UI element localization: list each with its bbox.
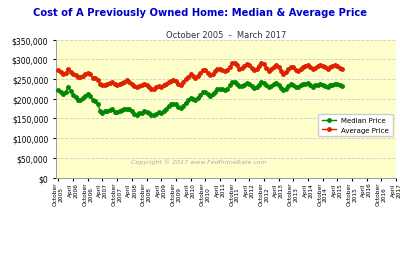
Text: Cost of A Previously Owned Home: Median & Average Price: Cost of A Previously Owned Home: Median … xyxy=(33,8,367,18)
Average Price xyxy=(115,84,120,87)
Average Price xyxy=(340,68,344,71)
Average Price xyxy=(122,81,127,84)
Line: Median Price: Median Price xyxy=(57,81,344,118)
Legend: Median Price, Average Price: Median Price, Average Price xyxy=(318,115,392,137)
Average Price xyxy=(232,62,237,65)
Median Price xyxy=(132,113,137,116)
Median Price xyxy=(149,114,154,117)
Median Price xyxy=(186,100,190,103)
Average Price xyxy=(149,88,154,91)
Average Price xyxy=(325,68,330,71)
Median Price xyxy=(122,108,127,111)
Median Price xyxy=(325,86,330,89)
Median Price xyxy=(340,85,344,88)
Median Price xyxy=(110,108,115,111)
Line: Average Price: Average Price xyxy=(57,62,344,91)
Text: Copyright © 2017 www.FedPrimeRate.com: Copyright © 2017 www.FedPrimeRate.com xyxy=(131,158,267,164)
Average Price xyxy=(186,76,190,79)
Median Price xyxy=(232,81,237,84)
Average Price xyxy=(132,85,137,88)
Title: October 2005  -  March 2017: October 2005 - March 2017 xyxy=(166,31,286,40)
Median Price xyxy=(56,89,61,92)
Average Price xyxy=(56,70,61,73)
Average Price xyxy=(110,82,115,85)
Median Price xyxy=(115,111,120,114)
